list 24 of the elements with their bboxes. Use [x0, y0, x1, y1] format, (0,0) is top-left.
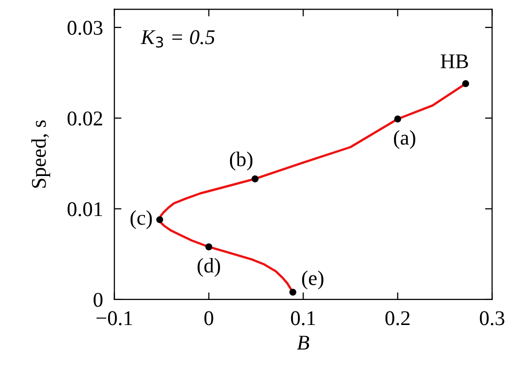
x-tick-label: 0	[204, 311, 214, 326]
point	[462, 80, 470, 88]
x-axis-title: B	[297, 336, 310, 350]
x-tick-label: 0.2	[385, 311, 410, 326]
x-tick-label: 0.3	[480, 311, 504, 326]
annotation: (a)	[394, 130, 416, 150]
point	[252, 175, 259, 182]
point	[394, 116, 402, 122]
point	[205, 243, 212, 250]
annotation: (b)	[230, 152, 252, 171]
point	[156, 216, 164, 224]
point	[289, 288, 296, 296]
annotation: (d)	[198, 258, 220, 277]
annotation: HB	[440, 54, 468, 68]
annotation: K$_{3}$ = 0.5	[140, 30, 215, 48]
annotation: (e)	[302, 270, 324, 290]
y-tick-label: 0.02	[68, 111, 102, 126]
y-tick-label: 0.01	[68, 202, 102, 216]
y-tick-label: 0	[94, 292, 102, 307]
y-tick-label: 0.03	[68, 20, 102, 35]
annotation: (c)	[130, 210, 152, 230]
y-axis-title: Speed, s	[31, 120, 50, 188]
x-tick-label: 0.1	[291, 311, 316, 326]
x-tick-label: −0.1	[96, 311, 132, 326]
